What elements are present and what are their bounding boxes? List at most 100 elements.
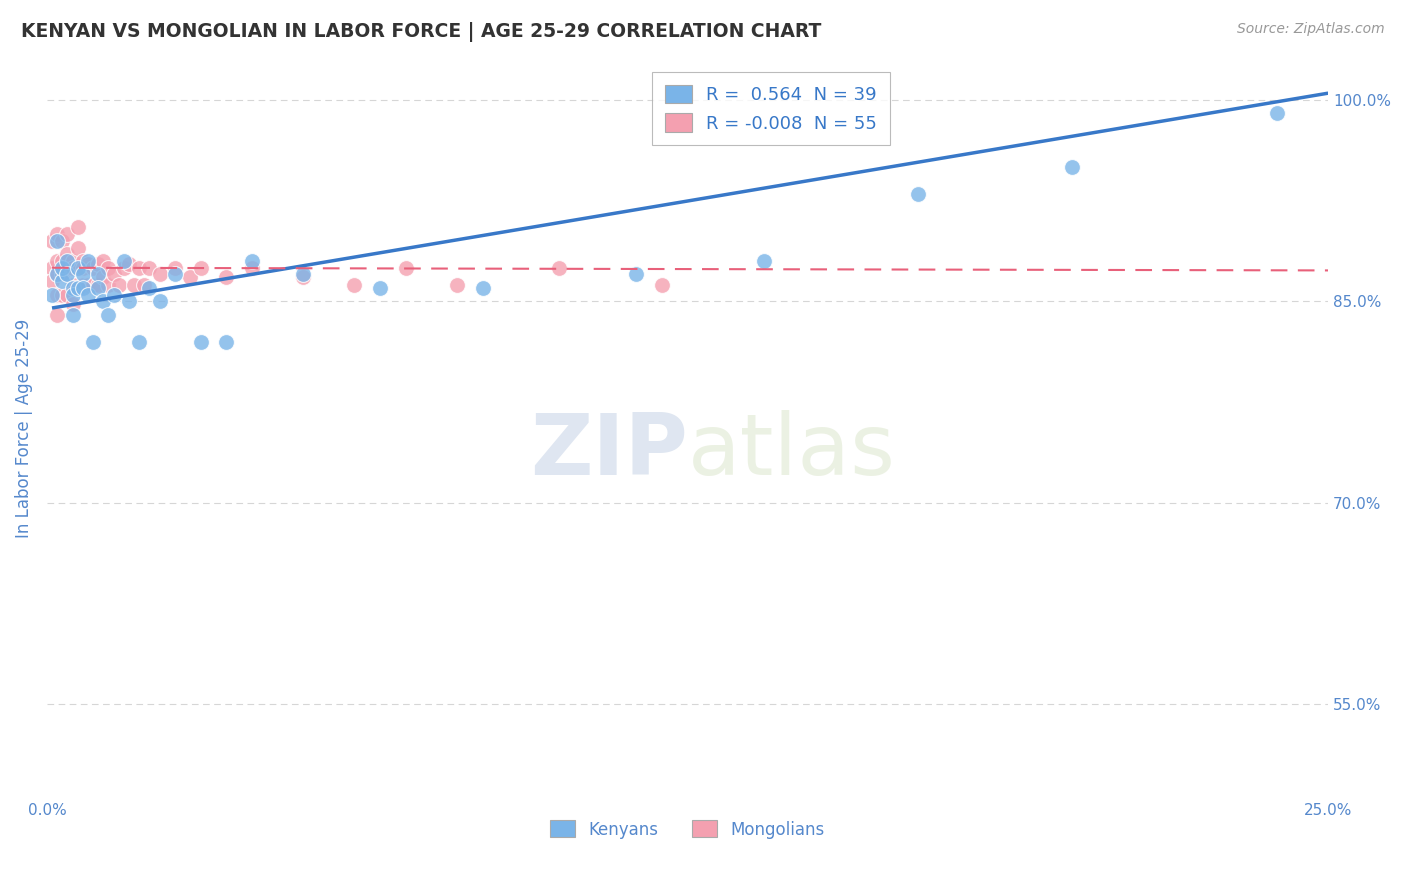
Point xyxy=(149,268,172,282)
Point xyxy=(46,308,69,322)
Point xyxy=(51,260,73,275)
Point xyxy=(179,270,201,285)
Point xyxy=(72,268,94,282)
Point xyxy=(66,281,89,295)
Point xyxy=(215,270,238,285)
Point xyxy=(66,260,89,275)
Point xyxy=(122,278,145,293)
Point xyxy=(51,274,73,288)
Point xyxy=(292,270,315,285)
Point xyxy=(41,287,63,301)
Text: Source: ZipAtlas.com: Source: ZipAtlas.com xyxy=(1237,22,1385,37)
Point xyxy=(128,260,150,275)
Point xyxy=(118,294,141,309)
Point xyxy=(72,278,94,293)
Point xyxy=(46,234,69,248)
Text: ZIP: ZIP xyxy=(530,409,688,492)
Point xyxy=(1265,106,1288,120)
Point xyxy=(163,260,186,275)
Point xyxy=(51,268,73,282)
Point xyxy=(548,260,571,275)
Point xyxy=(87,278,110,293)
Point xyxy=(626,268,648,282)
Legend: Kenyans, Mongolians: Kenyans, Mongolians xyxy=(544,814,831,846)
Point xyxy=(395,260,418,275)
Point xyxy=(62,308,84,322)
Point xyxy=(149,294,172,309)
Point xyxy=(138,281,160,295)
Point xyxy=(128,334,150,349)
Point xyxy=(46,287,69,301)
Point xyxy=(62,278,84,293)
Point xyxy=(41,274,63,288)
Text: atlas: atlas xyxy=(688,409,896,492)
Point xyxy=(292,268,315,282)
Point xyxy=(46,227,69,242)
Point xyxy=(651,278,673,293)
Point xyxy=(77,257,100,271)
Point xyxy=(82,278,104,293)
Point xyxy=(77,287,100,301)
Point xyxy=(56,268,79,282)
Point xyxy=(190,260,212,275)
Point xyxy=(46,268,69,282)
Point xyxy=(112,260,135,275)
Point xyxy=(91,254,114,268)
Point xyxy=(103,287,125,301)
Point xyxy=(87,268,110,282)
Point xyxy=(56,254,79,268)
Point xyxy=(446,278,468,293)
Point xyxy=(343,278,366,293)
Point xyxy=(240,260,263,275)
Point xyxy=(240,254,263,268)
Point xyxy=(107,278,129,293)
Point xyxy=(62,287,84,301)
Point xyxy=(66,220,89,235)
Point xyxy=(66,241,89,255)
Point xyxy=(1060,160,1083,174)
Point xyxy=(138,260,160,275)
Point xyxy=(51,254,73,268)
Point xyxy=(62,260,84,275)
Point xyxy=(215,334,238,349)
Point xyxy=(41,234,63,248)
Point xyxy=(754,254,776,268)
Point xyxy=(91,270,114,285)
Point xyxy=(62,297,84,311)
Point xyxy=(56,247,79,261)
Point xyxy=(72,254,94,268)
Point xyxy=(97,308,120,322)
Point xyxy=(97,278,120,293)
Point xyxy=(62,254,84,268)
Point xyxy=(82,334,104,349)
Point xyxy=(46,268,69,282)
Point xyxy=(118,257,141,271)
Point xyxy=(368,281,391,295)
Point xyxy=(87,281,110,295)
Point xyxy=(471,281,494,295)
Point xyxy=(77,254,100,268)
Point xyxy=(134,278,156,293)
Point xyxy=(56,287,79,301)
Point xyxy=(97,260,120,275)
Point xyxy=(46,254,69,268)
Point xyxy=(907,186,929,201)
Point xyxy=(163,268,186,282)
Point xyxy=(77,278,100,293)
Point xyxy=(62,281,84,295)
Point xyxy=(51,234,73,248)
Y-axis label: In Labor Force | Age 25-29: In Labor Force | Age 25-29 xyxy=(15,319,32,539)
Text: KENYAN VS MONGOLIAN IN LABOR FORCE | AGE 25-29 CORRELATION CHART: KENYAN VS MONGOLIAN IN LABOR FORCE | AGE… xyxy=(21,22,821,42)
Point xyxy=(82,260,104,275)
Point xyxy=(190,334,212,349)
Point xyxy=(87,257,110,271)
Point xyxy=(72,260,94,275)
Point xyxy=(41,260,63,275)
Point xyxy=(112,254,135,268)
Point xyxy=(66,260,89,275)
Point xyxy=(72,281,94,295)
Point xyxy=(51,287,73,301)
Point xyxy=(56,227,79,242)
Point xyxy=(103,268,125,282)
Point xyxy=(91,294,114,309)
